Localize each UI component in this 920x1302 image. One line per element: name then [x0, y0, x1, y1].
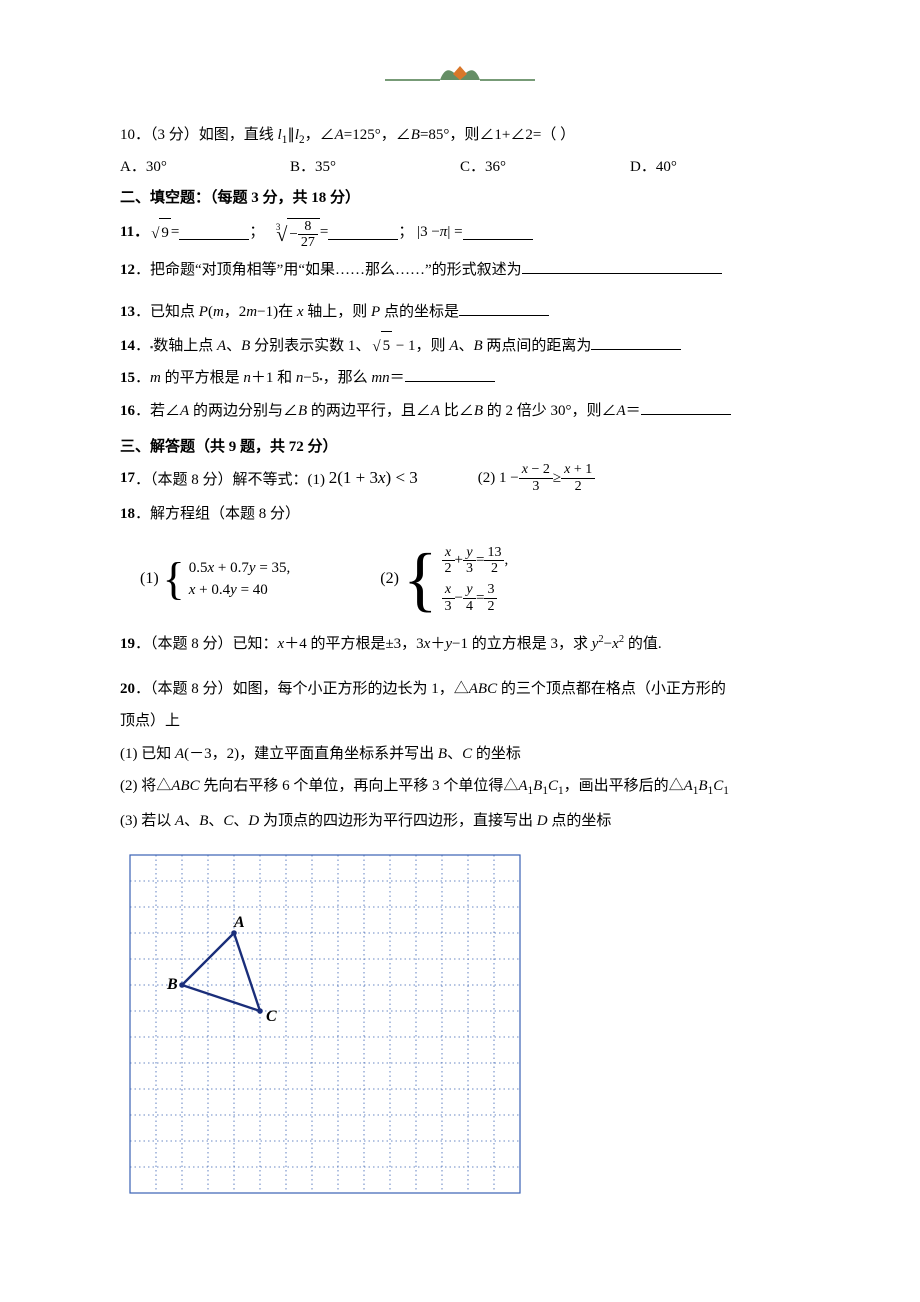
header-decoration — [120, 60, 800, 91]
svg-text:C: C — [266, 1008, 277, 1025]
q19: 19．（本题 8 分）已知：x＋4 的平方根是±3，3x＋y−1 的立方根是 3… — [120, 630, 800, 659]
section-2-title: 二、填空题：（每题 3 分，共 18 分） — [120, 186, 800, 207]
q17: 17．（本题 8 分）解不等式：(1) 2(1 + 3x) < 3 (2) 1 … — [120, 462, 800, 494]
q10-opt-c: C．36° — [460, 155, 630, 176]
svg-text:A: A — [233, 914, 245, 931]
q10-opt-b: B．35° — [290, 155, 460, 176]
q16: 16．若∠A 的两边分别与∠B 的两边平行，且∠A 比∠B 的 2 倍少 30°… — [120, 397, 800, 426]
q15: 15．m 的平方根是 n＋1 和 n−5▪，那么 mn＝ — [120, 364, 800, 393]
q20-grid: A B C — [120, 845, 800, 1208]
q20-l0a: 20．（本题 8 分）如图，每个小正方形的边长为 1，△ABC 的三个顶点都在格… — [120, 675, 800, 704]
svg-text:B: B — [166, 976, 178, 993]
q20-l0b: 顶点）上 — [120, 707, 800, 736]
q13: 1313．已知点 ．已知点 P(m，2m−1)在 x 轴上，则 P 点的坐标是 — [120, 298, 800, 327]
q11: 11． 9 = ； 3√−827 = ； |3 − π | = — [120, 213, 800, 251]
q10-opt-a: A．30° — [120, 155, 290, 176]
q10-stem: 10．（3 分）如图，直线 l1∥l2，∠A=125°，∠B=85°，则∠1+∠… — [120, 121, 800, 151]
q18-systems: (1) { 0.5x + 0.7y = 35, x + 0.4y = 40 (2… — [120, 545, 800, 615]
q20-l1: (1) 已知 A(－3，2)，建立平面直角坐标系并写出 B、C 的坐标 — [120, 740, 800, 769]
q10-options: A．30° B．35° C．36° D．40° — [120, 155, 800, 176]
q12: 1212．把命题“对顶角相等”用“如果……那么……”的形式叙述为．把命题“对顶角… — [120, 256, 800, 285]
q18-head: 1818．解方程组（本题 8 分）．解方程组（本题 8 分） — [120, 500, 800, 529]
q20-l3: (3) 若以 A、B、C、D 为顶点的四边形为平行四边形，直接写出 D 点的坐标 — [120, 807, 800, 836]
q10-opt-d: D．40° — [630, 155, 800, 176]
q20-l2: (2) 将△ABC 先向右平移 6 个单位，再向上平移 3 个单位得△A1B1C… — [120, 772, 800, 802]
q14: 14．▪数轴上点 A、B 分别表示实数 1、5 − 1，则 A、B 两点间的距离… — [120, 331, 800, 361]
section-3-title: 三、解答题（共 9 题，共 72 分） — [120, 435, 800, 456]
